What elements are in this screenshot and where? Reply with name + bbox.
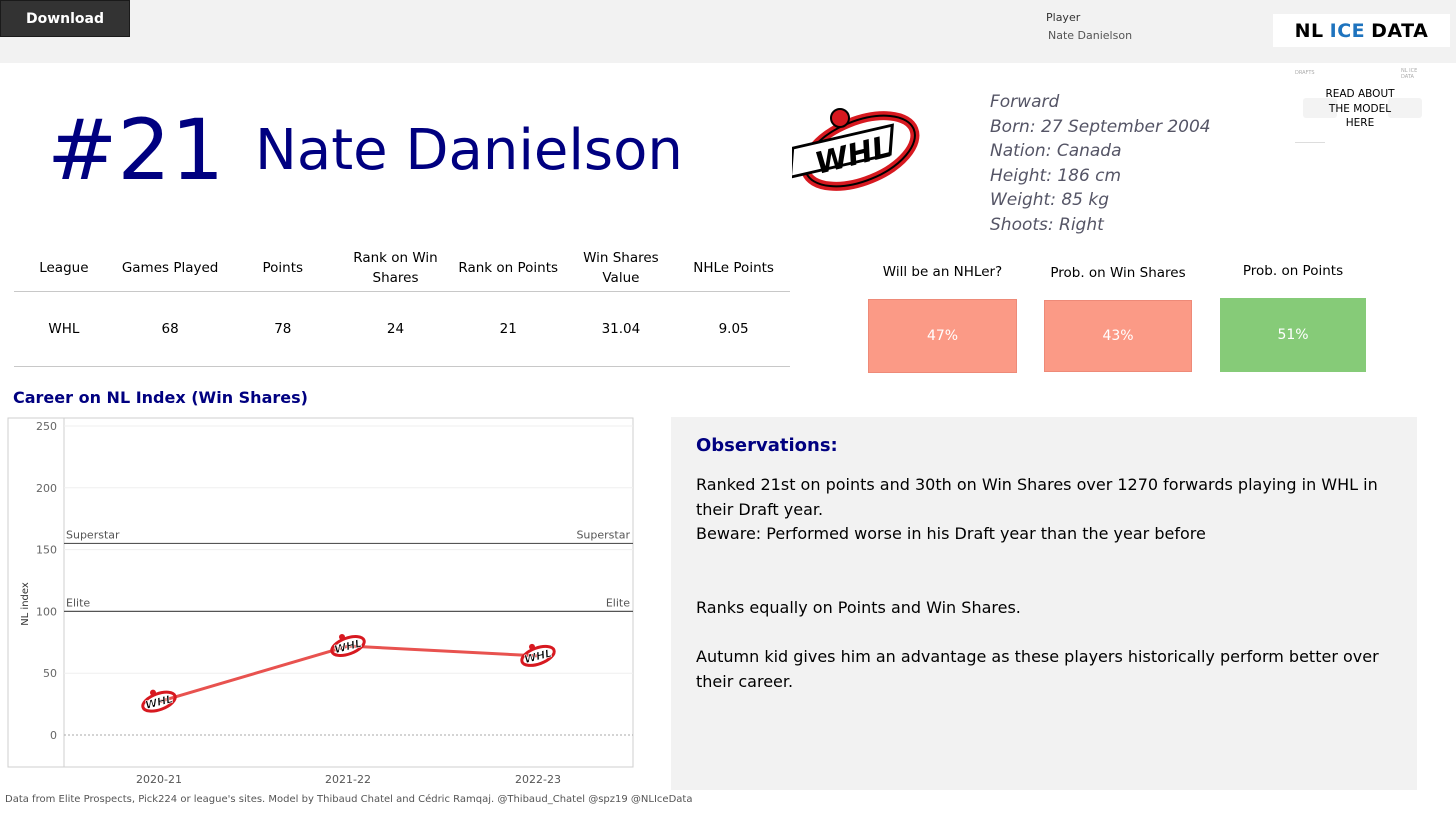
model-ghost-shape — [1303, 98, 1337, 118]
stats-cell-points: 78 — [274, 321, 292, 337]
stats-cell-rank-points: 21 — [499, 321, 517, 337]
prob-label: Prob. on Points — [1242, 263, 1344, 279]
reference-label-right: Elite — [606, 596, 630, 609]
y-tick-label: 150 — [36, 544, 57, 557]
model-tiny-right: NL ICE DATA — [1401, 68, 1418, 80]
observations-text: Ranked 21st on points and 30th on Win Sh… — [696, 475, 1379, 691]
brand-logo: NL ICE DATA — [1273, 14, 1450, 47]
player-filter[interactable]: Player Nate Danielson — [1046, 11, 1132, 42]
bio-nation: Nation: Canada — [990, 141, 1122, 162]
prob-points: Prob. on Points 51% — [1220, 263, 1366, 372]
model-tiny-left: DRAFTS — [1295, 70, 1315, 76]
prob-nhler: Will be an NHLer? 47% — [868, 264, 1017, 374]
stats-cell-nhle: 9.05 — [718, 321, 749, 337]
stats-header-cell: NHLe Points — [693, 259, 774, 276]
stats-cell-league: WHL — [48, 321, 80, 337]
prob-value-box: 51% — [1220, 298, 1366, 372]
read-model-link[interactable]: DRAFTS NL ICE DATA READ ABOUT THE MODEL … — [1295, 66, 1430, 146]
stats-header-cell: Games Played — [121, 259, 219, 276]
y-tick-label: 100 — [36, 605, 57, 618]
stats-cell-ws-value: 31.04 — [601, 321, 641, 337]
reference-label-left: Elite — [66, 596, 90, 609]
stats-cell-rank-ws: 24 — [386, 321, 405, 337]
prob-label: Will be an NHLer? — [882, 264, 1003, 280]
model-ghost-shape — [1388, 98, 1422, 118]
jersey-number: #21 — [47, 101, 225, 199]
observations-title: Observations: — [696, 435, 838, 456]
y-tick-label: 50 — [43, 667, 57, 680]
player-filter-value[interactable]: Nate Danielson — [1048, 29, 1133, 42]
stats-header-cell: Rank on Points — [458, 259, 559, 276]
reference-label-right: Superstar — [576, 528, 630, 541]
career-chart: 0 50 100 150 200 250 NL index Superstar Supersta… — [7, 417, 634, 786]
brand-part-ice: ICE — [1329, 19, 1366, 42]
prob-win-shares: Prob. on Win Shares 43% — [1044, 265, 1192, 373]
player-filter-label: Player — [1046, 11, 1081, 24]
chart-frame — [7, 417, 634, 768]
bio-shoots: Shoots: Right — [990, 214, 1104, 235]
y-tick-label: 200 — [36, 482, 57, 495]
brand-part-nl: NL — [1294, 19, 1324, 42]
read-model-text[interactable]: READ ABOUT THE MODEL HERE — [1325, 88, 1395, 129]
x-tick-label: 2022-23 — [515, 773, 561, 786]
data-point-whl-icon: WHL — [141, 689, 177, 713]
prob-value-box: 43% — [1044, 300, 1192, 372]
chart-title: Career on NL Index (Win Shares) — [13, 388, 308, 407]
bio-born: Born: 27 September 2004 — [990, 116, 1211, 137]
stats-header-cell: League — [39, 259, 89, 276]
stats-header-row: League Games Played Points Rank on Win S… — [14, 244, 790, 292]
player-bio: Forward Born: 27 September 2004 Nation: … — [990, 90, 1211, 238]
reference-label-left: Superstar — [66, 528, 120, 541]
y-tick-label: 0 — [50, 729, 57, 742]
series-line — [158, 644, 539, 704]
brand-part-data: DATA — [1371, 19, 1429, 42]
bio-position: Forward — [990, 92, 1060, 112]
stats-header-cell: Points — [262, 259, 304, 276]
stats-cell-games: 68 — [161, 321, 179, 337]
observations-panel: Observations: Ranked 21st on points and … — [671, 417, 1417, 790]
prob-label: Prob. on Win Shares — [1050, 265, 1186, 281]
footer-credits: Data from Elite Prospects, Pick224 or le… — [5, 794, 693, 805]
whl-logo-icon: WHL — [788, 96, 922, 200]
prob-value-box: 47% — [868, 299, 1017, 373]
bio-height: Height: 186 cm — [990, 165, 1122, 186]
player-name: Nate Danielson — [255, 118, 683, 183]
y-tick-label: 250 — [36, 420, 57, 433]
top-bar: Download Player Nate Danielson NL ICE DA… — [0, 0, 1456, 63]
download-button[interactable]: Download — [0, 0, 130, 37]
data-point-whl-icon: WHL — [520, 643, 556, 667]
y-axis-label: NL index — [20, 582, 31, 626]
stats-header-cell: Rank on Win Shares — [353, 249, 438, 286]
data-point-whl-icon: WHL — [330, 634, 366, 658]
x-tick-label: 2021-22 — [325, 773, 371, 786]
x-tick-label: 2020-21 — [136, 773, 182, 786]
bio-weight: Weight: 85 kg — [990, 190, 1110, 211]
stats-table: League Games Played Points Rank on Win S… — [14, 244, 790, 367]
model-divider — [1295, 142, 1325, 143]
stats-data-row: WHL 68 78 24 21 31.04 9.05 — [14, 292, 790, 367]
stats-header-cell: Win Shares Value — [583, 249, 659, 286]
